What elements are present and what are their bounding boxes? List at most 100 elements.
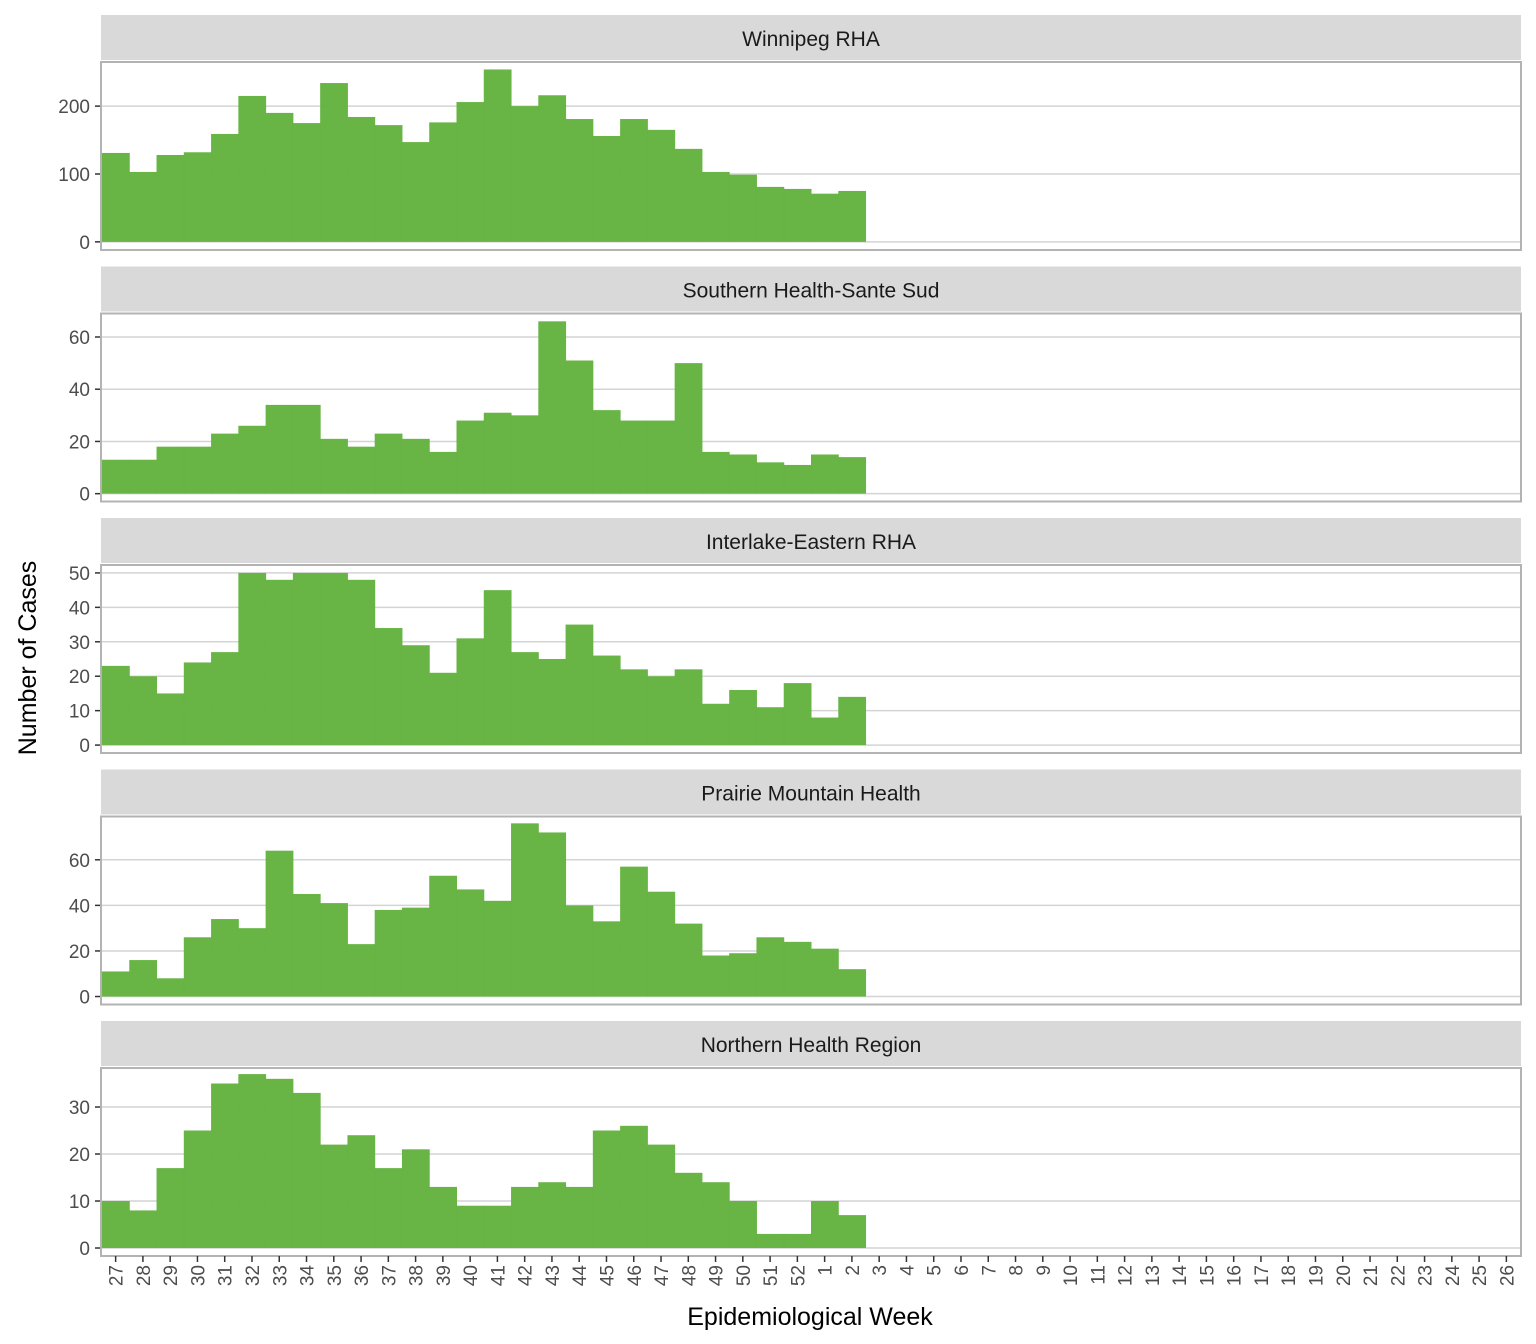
facet-strip (101, 769, 1521, 815)
bar (783, 464, 812, 494)
x-tick-label: 2 (843, 1265, 864, 1276)
x-tick-label: 46 (625, 1265, 646, 1286)
bar (102, 665, 130, 746)
bar (511, 1186, 539, 1249)
x-tick-label: 52 (788, 1265, 809, 1286)
bar (156, 693, 185, 746)
bar (729, 689, 757, 746)
y-tick-label: 20 (69, 942, 90, 963)
bar (756, 462, 785, 494)
bar (565, 1186, 594, 1249)
bar (292, 1092, 321, 1249)
bar (565, 905, 594, 997)
bar (538, 321, 567, 494)
bar (756, 186, 785, 242)
x-tick-label: 7 (979, 1265, 1000, 1276)
panel-border (100, 815, 1522, 1006)
bar (238, 928, 267, 997)
bar (211, 919, 239, 997)
x-tick-label: 39 (434, 1265, 455, 1286)
bar (374, 909, 403, 997)
bar (701, 703, 730, 746)
bar (783, 1233, 812, 1249)
facet-title: Prairie Mountain Health (701, 783, 920, 806)
bar (729, 953, 757, 997)
bar (729, 1201, 757, 1249)
bar (183, 1130, 212, 1249)
y-tick-label: 100 (58, 165, 90, 186)
bar (211, 652, 239, 746)
bar (811, 193, 839, 242)
bar (701, 955, 730, 997)
bar (538, 95, 567, 242)
y-tick-label: 20 (69, 432, 90, 453)
bar (756, 707, 785, 746)
bar (647, 420, 676, 494)
bar (511, 652, 539, 746)
bar (729, 174, 757, 242)
bar (811, 717, 839, 746)
bar (347, 1135, 376, 1249)
bar (183, 152, 212, 242)
bar (374, 433, 403, 494)
bar (429, 1186, 457, 1249)
panel-border (100, 1067, 1522, 1257)
bar (265, 850, 294, 997)
bar (483, 412, 512, 494)
bar (183, 446, 212, 494)
bar (838, 969, 867, 997)
x-tick-label: 33 (270, 1265, 291, 1286)
x-tick-label: 14 (1170, 1265, 1191, 1287)
bar (674, 669, 703, 746)
bar (374, 1168, 403, 1249)
bar (674, 148, 703, 242)
bar (183, 937, 212, 997)
bar (129, 676, 158, 746)
bar (183, 662, 212, 746)
y-tick-label: 0 (79, 1239, 90, 1260)
bar (565, 360, 594, 494)
y-tick-label: 0 (79, 233, 90, 254)
x-tick-label: 34 (298, 1265, 319, 1287)
bar (674, 1172, 703, 1249)
y-tick-label: 200 (58, 97, 90, 118)
bar (429, 451, 457, 494)
bar (102, 152, 130, 242)
x-axis-label: Epidemiological Week (687, 1303, 933, 1331)
bar (783, 188, 812, 242)
y-tick-label: 40 (69, 380, 90, 401)
x-tick-label: 9 (1034, 1265, 1055, 1276)
bar (320, 903, 348, 997)
bar (756, 937, 785, 997)
bar (265, 404, 294, 494)
facet-title: Winnipeg RHA (742, 28, 880, 51)
bar (811, 454, 839, 494)
bar (483, 900, 512, 997)
x-tick-label: 32 (243, 1265, 264, 1286)
x-tick-label: 31 (216, 1265, 237, 1286)
y-tick-label: 50 (69, 564, 90, 585)
bar (456, 102, 485, 242)
x-tick-label: 26 (1497, 1265, 1518, 1286)
bar (783, 941, 812, 997)
x-tick-label: 12 (1116, 1265, 1137, 1286)
bar (838, 1215, 867, 1249)
bar (756, 1233, 785, 1249)
x-tick-label: 16 (1225, 1265, 1246, 1286)
bar (238, 1074, 267, 1249)
x-tick-label: 11 (1088, 1265, 1109, 1285)
bar (347, 116, 376, 242)
x-tick-label: 3 (870, 1265, 891, 1276)
x-tick-label: 47 (652, 1265, 673, 1286)
bar (592, 135, 621, 242)
facet-strip (101, 518, 1521, 563)
bar (838, 696, 867, 746)
x-tick-label: 36 (352, 1265, 373, 1286)
bar (156, 446, 185, 494)
bar (620, 420, 648, 494)
bar (401, 142, 430, 242)
bar (265, 112, 294, 242)
bar (129, 960, 158, 997)
x-tick-label: 17 (1252, 1265, 1273, 1286)
